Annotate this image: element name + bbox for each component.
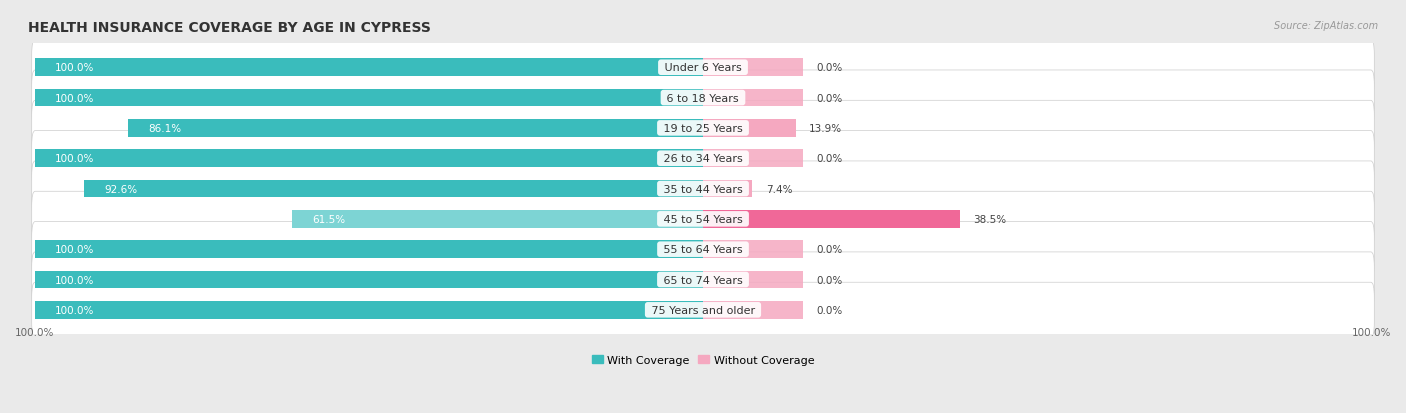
Bar [703, 211, 960, 228]
Text: 0.0%: 0.0% [817, 305, 842, 315]
Text: 65 to 74 Years: 65 to 74 Years [659, 275, 747, 285]
Text: 38.5%: 38.5% [973, 214, 1007, 224]
Bar [292, 211, 703, 228]
Text: 75 Years and older: 75 Years and older [648, 305, 758, 315]
Text: 100.0%: 100.0% [55, 305, 94, 315]
Bar [703, 271, 803, 289]
Text: 0.0%: 0.0% [817, 275, 842, 285]
Text: 61.5%: 61.5% [312, 214, 346, 224]
FancyBboxPatch shape [32, 252, 1374, 307]
Bar [35, 301, 703, 319]
Bar [35, 150, 703, 168]
FancyBboxPatch shape [32, 222, 1374, 277]
Text: 7.4%: 7.4% [766, 184, 793, 194]
Text: 92.6%: 92.6% [104, 184, 138, 194]
Text: 100.0%: 100.0% [55, 154, 94, 164]
Text: 55 to 64 Years: 55 to 64 Years [659, 244, 747, 254]
Text: 0.0%: 0.0% [817, 154, 842, 164]
Text: 45 to 54 Years: 45 to 54 Years [659, 214, 747, 224]
FancyBboxPatch shape [32, 71, 1374, 126]
Bar [84, 180, 703, 198]
Legend: With Coverage, Without Coverage: With Coverage, Without Coverage [588, 350, 818, 369]
Text: 100.0%: 100.0% [55, 244, 94, 254]
Text: Source: ZipAtlas.com: Source: ZipAtlas.com [1274, 21, 1378, 31]
Text: HEALTH INSURANCE COVERAGE BY AGE IN CYPRESS: HEALTH INSURANCE COVERAGE BY AGE IN CYPR… [28, 21, 432, 35]
FancyBboxPatch shape [32, 40, 1374, 95]
Bar [35, 90, 703, 107]
FancyBboxPatch shape [32, 101, 1374, 156]
Text: 100.0%: 100.0% [1351, 327, 1391, 337]
Bar [703, 120, 796, 138]
Text: 100.0%: 100.0% [15, 327, 55, 337]
Bar [35, 59, 703, 77]
Text: 100.0%: 100.0% [55, 63, 94, 73]
FancyBboxPatch shape [32, 131, 1374, 186]
Bar [703, 150, 803, 168]
Text: 100.0%: 100.0% [55, 93, 94, 103]
Text: 0.0%: 0.0% [817, 63, 842, 73]
Bar [703, 180, 752, 198]
Text: 13.9%: 13.9% [810, 123, 842, 133]
FancyBboxPatch shape [32, 161, 1374, 216]
Bar [703, 301, 803, 319]
Text: 26 to 34 Years: 26 to 34 Years [659, 154, 747, 164]
Text: 0.0%: 0.0% [817, 244, 842, 254]
Text: 19 to 25 Years: 19 to 25 Years [659, 123, 747, 133]
Bar [703, 241, 803, 259]
Text: 100.0%: 100.0% [55, 275, 94, 285]
Bar [35, 271, 703, 289]
Bar [35, 241, 703, 259]
Text: 6 to 18 Years: 6 to 18 Years [664, 93, 742, 103]
Text: 35 to 44 Years: 35 to 44 Years [659, 184, 747, 194]
Text: Under 6 Years: Under 6 Years [661, 63, 745, 73]
Bar [703, 59, 803, 77]
FancyBboxPatch shape [32, 192, 1374, 247]
FancyBboxPatch shape [32, 282, 1374, 337]
Bar [703, 90, 803, 107]
Text: 86.1%: 86.1% [148, 123, 181, 133]
Text: 0.0%: 0.0% [817, 93, 842, 103]
Bar [128, 120, 703, 138]
